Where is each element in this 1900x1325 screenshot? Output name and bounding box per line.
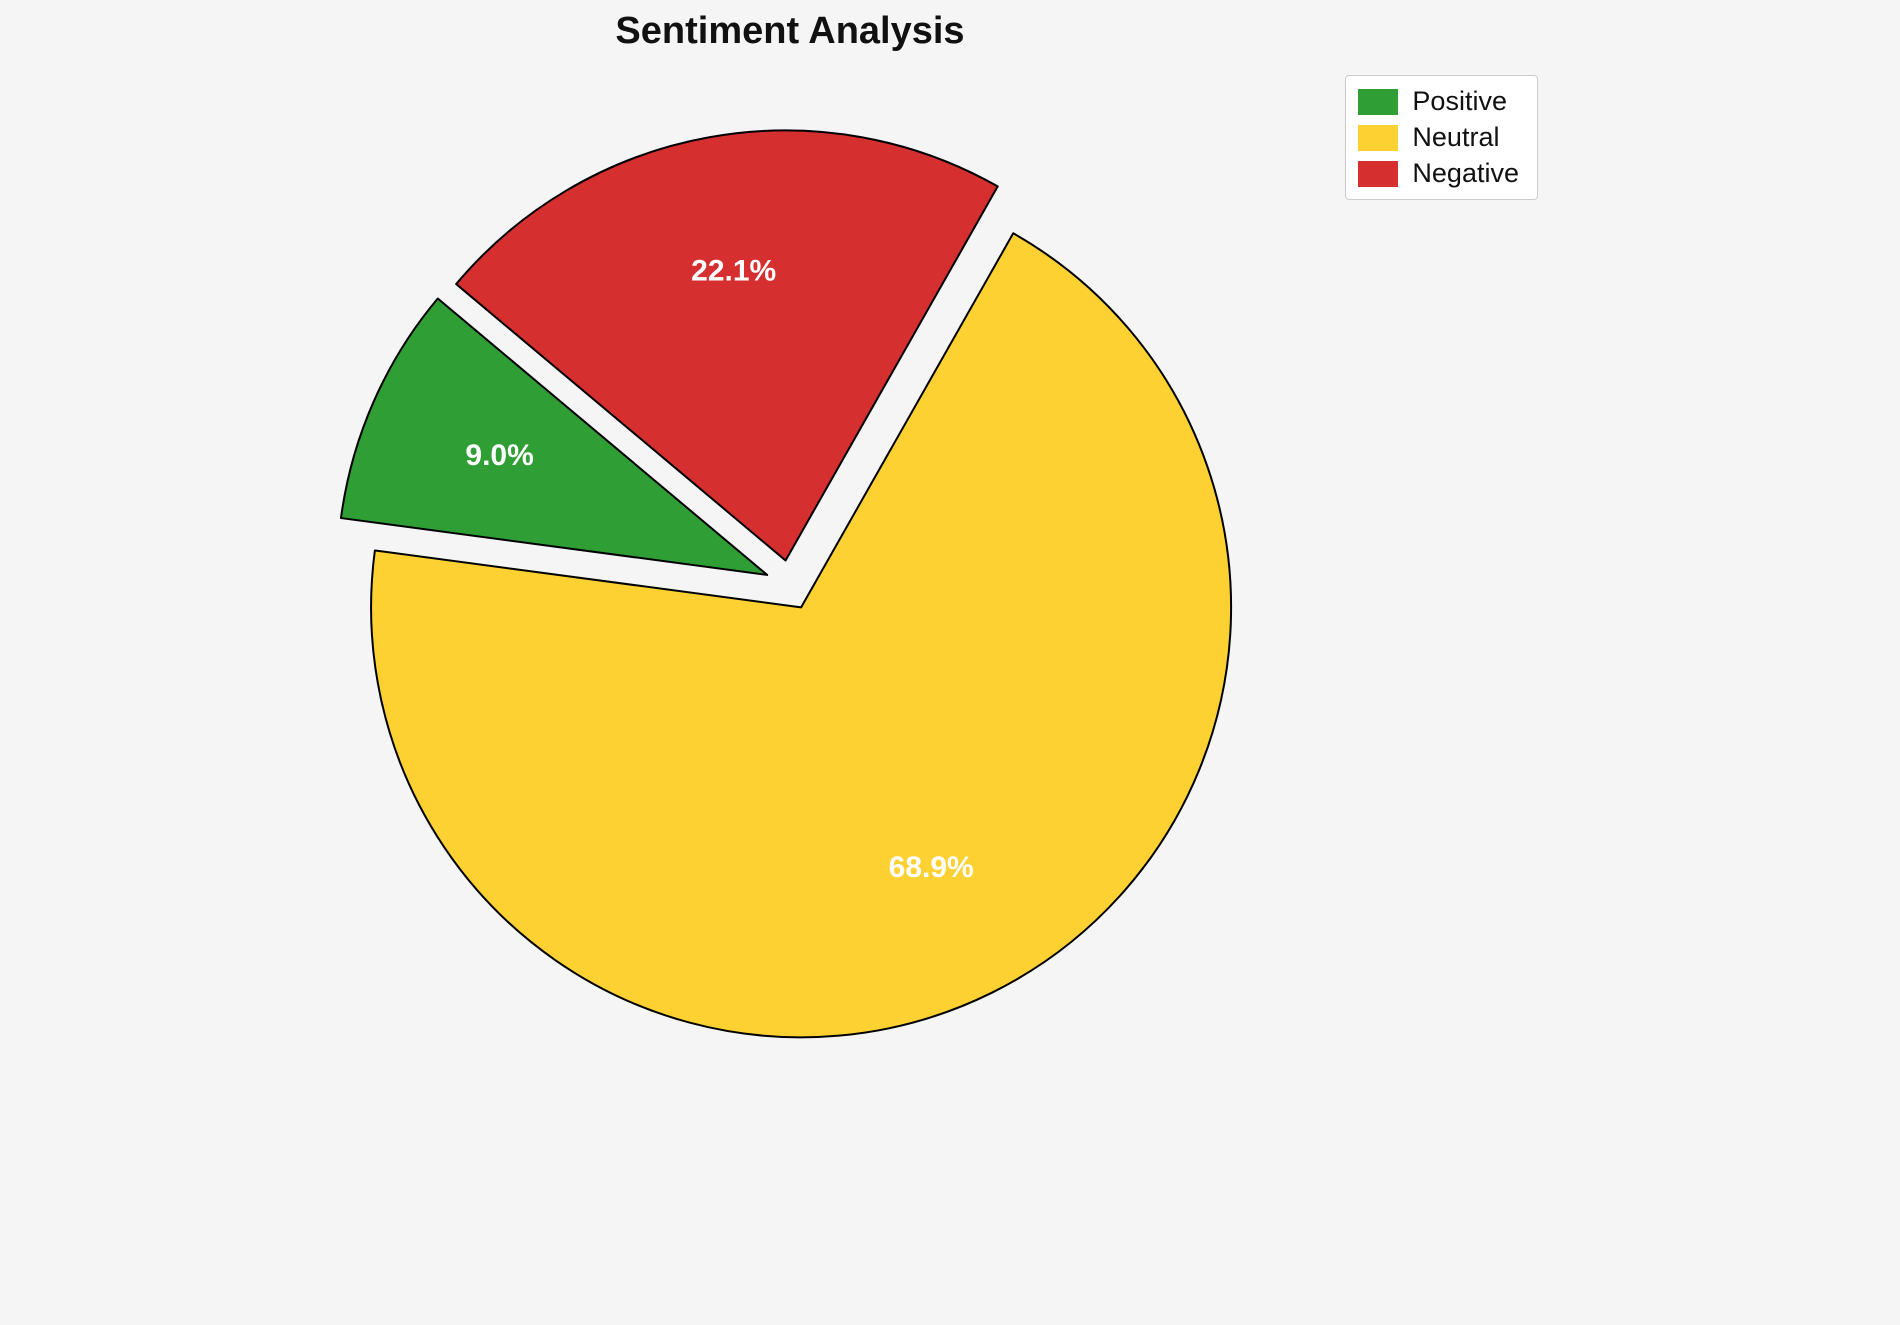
legend-swatch-negative bbox=[1358, 160, 1399, 187]
legend-label-positive: Positive bbox=[1412, 86, 1507, 116]
legend: Positive Neutral Negative bbox=[1345, 75, 1538, 200]
legend-label-negative: Negative bbox=[1412, 158, 1519, 188]
legend-item-neutral: Neutral bbox=[1358, 124, 1519, 151]
pie-slice-label-negative: 22.1% bbox=[691, 255, 776, 288]
legend-swatch-positive bbox=[1358, 88, 1399, 115]
pie-slice-label-neutral: 68.9% bbox=[889, 851, 974, 884]
pie-slice-neutral bbox=[370, 232, 1233, 1039]
legend-label-neutral: Neutral bbox=[1412, 122, 1500, 152]
pie-slice-negative bbox=[455, 129, 999, 562]
legend-swatch-neutral bbox=[1358, 124, 1399, 151]
legend-item-positive: Positive bbox=[1358, 88, 1519, 115]
chart-title: Sentiment Analysis bbox=[615, 10, 965, 52]
pie-slice-label-positive: 9.0% bbox=[465, 439, 533, 472]
legend-item-negative: Negative bbox=[1358, 160, 1519, 187]
pie-slice-positive bbox=[339, 297, 769, 576]
